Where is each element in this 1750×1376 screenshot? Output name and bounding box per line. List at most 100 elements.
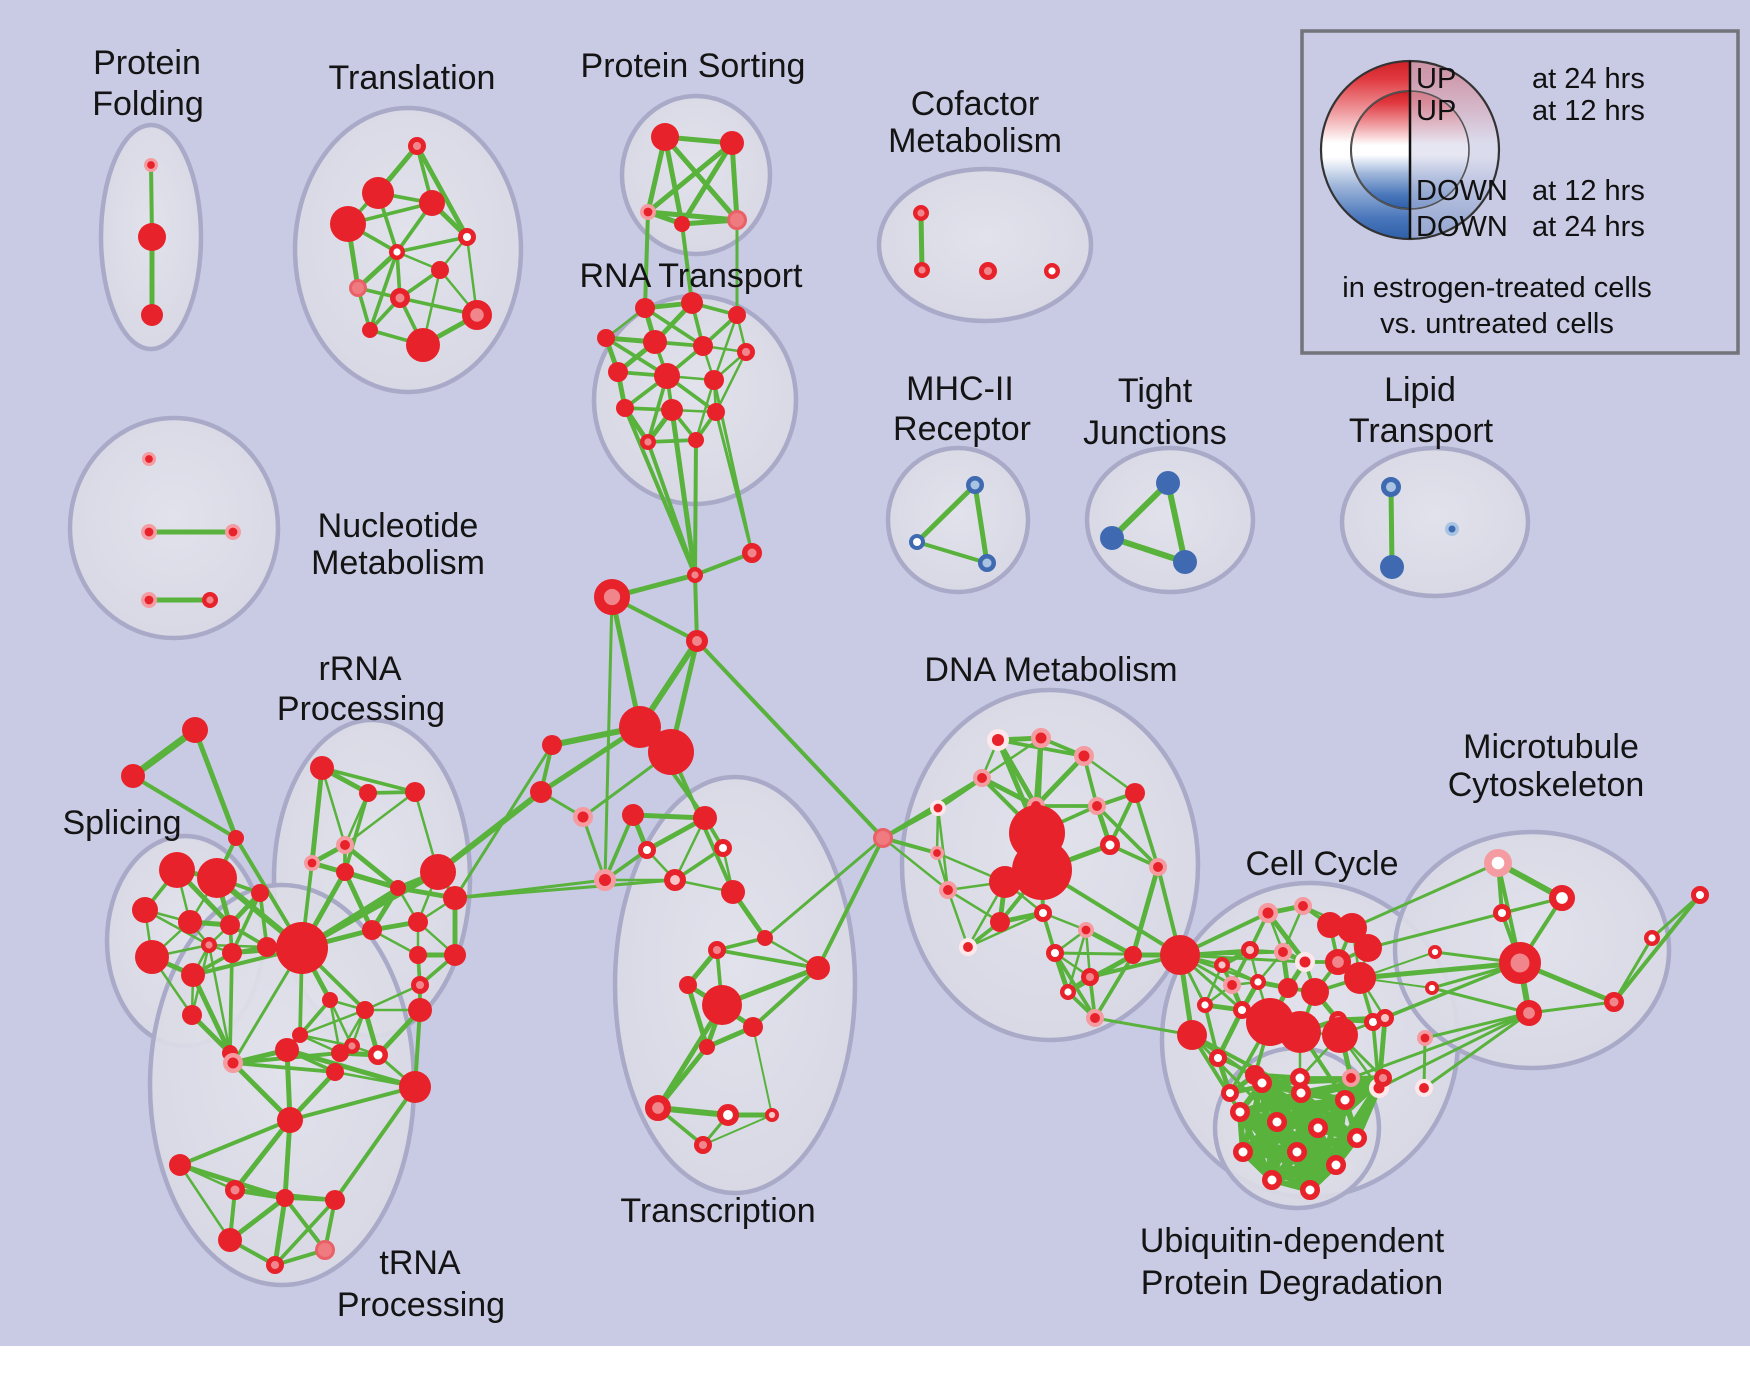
edge-tr — [273, 1198, 337, 1267]
link-br-ub — [1190, 1033, 1279, 1124]
cluster-label-tj: Tight — [1118, 372, 1193, 410]
gene-node-tr — [399, 1071, 431, 1103]
link-rt-sp — [669, 407, 698, 578]
link-cc-mt — [1366, 896, 1564, 950]
gene-node-ub — [1267, 1112, 1287, 1132]
edge-tx — [685, 982, 710, 1050]
edge-tr — [272, 1195, 288, 1268]
cluster-label-tr: tRNA — [379, 1244, 461, 1282]
gene-node-sx — [257, 937, 277, 957]
gene-node-mh — [978, 554, 996, 572]
link-ps-rt — [680, 222, 694, 305]
gene-node-tl — [389, 243, 406, 260]
gene-node-rt — [704, 370, 724, 390]
gene-node-tx — [645, 1094, 672, 1121]
cluster-label-tj: Junctions — [1083, 414, 1227, 452]
gene-node-pf — [141, 304, 163, 326]
gene-node-sx — [251, 884, 269, 902]
cluster-ellipse-cf — [876, 166, 1094, 324]
gene-node-ub — [1287, 1142, 1307, 1162]
gene-node-mt — [1604, 992, 1624, 1012]
gene-node-tr — [277, 1107, 303, 1133]
cluster-label-rt: RNA Transport — [580, 257, 804, 295]
gene-node-mt — [1425, 980, 1440, 995]
gene-node-tx — [622, 804, 644, 826]
gene-node-sp — [573, 807, 593, 827]
gene-node-rr — [409, 946, 427, 964]
edge-rt — [694, 378, 716, 442]
gene-node-rt — [688, 432, 704, 448]
gene-node-rr — [420, 854, 456, 890]
link-sp-rr — [453, 743, 554, 900]
gene-node-sx — [222, 943, 242, 963]
link-cc-mt — [1357, 960, 1523, 981]
legend-time-label: at 12 hrs — [1532, 175, 1645, 207]
gene-node-ub — [1291, 1083, 1311, 1103]
gene-node-tx — [806, 956, 830, 980]
gene-node-rt — [608, 362, 628, 382]
gene-node-br — [1160, 935, 1200, 975]
edge-mh — [915, 540, 989, 565]
gene-node-cc — [1294, 897, 1313, 916]
gene-node-tx — [699, 1039, 715, 1055]
edge-sx — [207, 943, 232, 1055]
gene-node-dn — [1012, 840, 1072, 900]
edge-ps — [645, 140, 735, 215]
gene-node-cc — [1249, 974, 1266, 991]
link-rr-tx — [453, 878, 677, 900]
gene-node-rr — [292, 1027, 308, 1043]
edge-ub — [1307, 1075, 1386, 1193]
gene-node-rt — [661, 399, 683, 421]
cluster-label-lp: Lipid — [1384, 371, 1456, 409]
gene-node-cf — [913, 204, 930, 221]
cluster-label-sx: Splicing — [62, 804, 181, 842]
gene-node-ub — [1300, 1180, 1320, 1200]
edge-tr — [178, 1163, 232, 1242]
cluster-label-tl: Translation — [329, 59, 496, 97]
gene-node-rr — [335, 836, 354, 855]
edge-cc — [1265, 910, 1308, 965]
gene-node-sp — [686, 630, 709, 653]
edge-tx — [715, 948, 820, 970]
gene-node-st — [121, 764, 145, 788]
edge-st — [131, 774, 238, 840]
link-dn-br — [1053, 951, 1182, 957]
gene-node-rt — [640, 434, 657, 451]
gene-node-sp — [619, 706, 661, 748]
gene-node-tx — [717, 1104, 740, 1127]
gene-node-tl — [462, 300, 492, 330]
gene-node-ps — [674, 216, 690, 232]
edge-tx — [603, 813, 635, 882]
edge-dn — [995, 737, 1039, 809]
gene-node-nm — [141, 452, 156, 467]
legend-caption: in estrogen-treated cells — [1342, 272, 1652, 304]
cluster-label-mt: Microtubule — [1463, 728, 1639, 766]
gene-node-lp — [1380, 555, 1404, 579]
gene-node-cc — [1344, 962, 1376, 994]
gene-node-tl — [431, 261, 449, 279]
cluster-label-nm: Nucleotide — [318, 507, 479, 545]
edge-mt — [1422, 1011, 1531, 1090]
cluster-ellipse-mh — [885, 445, 1031, 595]
gene-node-sx — [135, 940, 169, 974]
cluster-label-cf: Metabolism — [888, 122, 1062, 160]
gene-node-lp — [1445, 522, 1459, 536]
edge-rr — [343, 791, 370, 874]
gene-node-tj — [1173, 550, 1197, 574]
edge-rr — [343, 790, 417, 847]
nodes-layer — [121, 123, 1709, 1274]
gene-node-cc — [1354, 934, 1382, 962]
gene-node-tj — [1100, 526, 1124, 550]
gene-node-rt — [616, 399, 634, 417]
gene-node-cf — [978, 262, 997, 281]
edge-rr — [342, 842, 401, 891]
edge-rt — [643, 306, 705, 348]
cluster-label-mh: Receptor — [893, 410, 1031, 448]
gene-node-cc — [1213, 957, 1230, 974]
gene-node-rr — [276, 922, 328, 974]
legend-direction-label: UP — [1416, 95, 1456, 127]
edge-tl — [414, 143, 470, 240]
gene-node-tr — [218, 1228, 242, 1252]
edge-rr — [298, 1033, 354, 1048]
